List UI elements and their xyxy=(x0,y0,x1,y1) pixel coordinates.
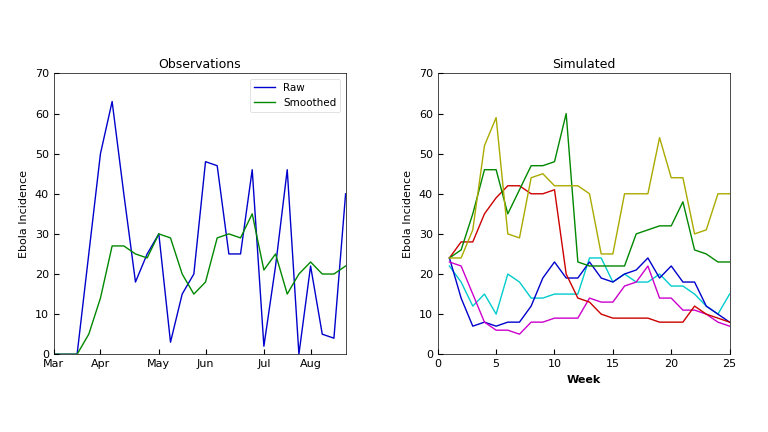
Raw xyxy=(84,251,94,257)
Y-axis label: Ebola Incidence: Ebola Incidence xyxy=(403,170,413,258)
Raw xyxy=(177,292,187,297)
Smoothed xyxy=(49,352,58,357)
Raw xyxy=(166,340,175,345)
Legend: Raw, Smoothed: Raw, Smoothed xyxy=(250,79,340,112)
Raw xyxy=(108,99,117,104)
Raw xyxy=(201,159,210,164)
Raw xyxy=(260,343,269,349)
Smoothed xyxy=(131,251,140,257)
Smoothed xyxy=(236,235,245,241)
Smoothed xyxy=(283,292,292,297)
Smoothed xyxy=(341,264,350,269)
Raw xyxy=(329,336,339,341)
Smoothed xyxy=(143,255,152,260)
Raw xyxy=(143,251,152,257)
Smoothed xyxy=(271,251,280,257)
Smoothed xyxy=(84,332,94,337)
Smoothed xyxy=(260,267,269,273)
Raw xyxy=(247,167,257,172)
Smoothed xyxy=(224,231,233,236)
Raw xyxy=(224,251,233,257)
Smoothed xyxy=(72,352,81,357)
Smoothed xyxy=(306,259,315,264)
Raw xyxy=(61,352,70,357)
Smoothed xyxy=(166,235,175,241)
Title: Observations: Observations xyxy=(158,58,241,71)
Smoothed xyxy=(189,292,198,297)
Raw xyxy=(213,163,222,168)
Smoothed xyxy=(108,243,117,248)
Smoothed xyxy=(201,280,210,285)
Raw xyxy=(189,271,198,276)
Raw xyxy=(154,231,164,236)
X-axis label: Week: Week xyxy=(567,375,601,384)
Raw xyxy=(341,191,350,197)
Line: Smoothed: Smoothed xyxy=(54,214,346,354)
Smoothed xyxy=(154,231,164,236)
Smoothed xyxy=(213,235,222,241)
Raw xyxy=(131,280,140,285)
Smoothed xyxy=(294,271,303,276)
Raw xyxy=(119,191,128,197)
Raw xyxy=(294,352,303,357)
Smoothed xyxy=(318,271,327,276)
Y-axis label: Ebola Incidence: Ebola Incidence xyxy=(19,170,29,258)
Smoothed xyxy=(61,352,70,357)
Line: Raw: Raw xyxy=(54,102,346,354)
Raw xyxy=(271,264,280,269)
Raw xyxy=(236,251,245,257)
Smoothed xyxy=(119,243,128,248)
Title: Simulated: Simulated xyxy=(552,58,615,71)
Smoothed xyxy=(329,271,339,276)
Raw xyxy=(283,167,292,172)
Smoothed xyxy=(96,295,105,301)
Raw xyxy=(49,352,58,357)
Raw xyxy=(96,151,105,156)
Raw xyxy=(306,264,315,269)
Smoothed xyxy=(177,271,187,276)
Raw xyxy=(318,332,327,337)
Raw xyxy=(72,352,81,357)
Smoothed xyxy=(247,211,257,216)
